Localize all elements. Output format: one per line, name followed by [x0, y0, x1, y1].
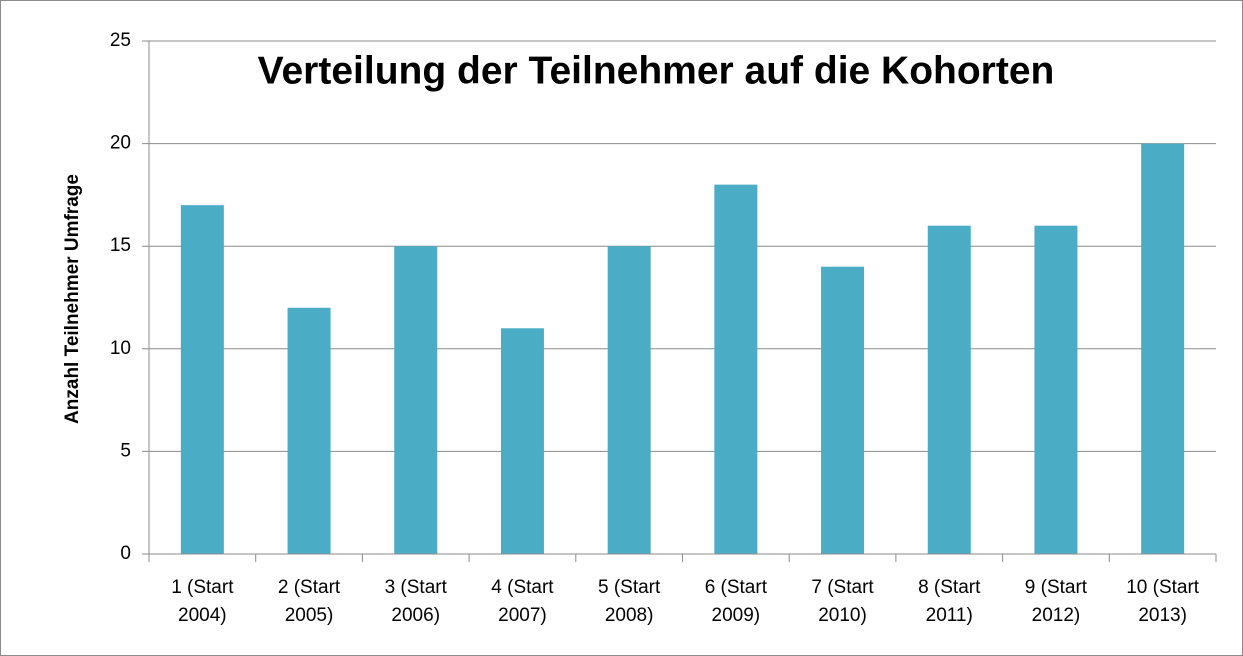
bar	[607, 246, 651, 554]
x-tick-label: 1 (Start 2004)	[171, 577, 234, 626]
bar	[1141, 143, 1185, 554]
y-axis-label: Anzahl Teilnehmer Umfrage	[62, 174, 83, 424]
x-tick-label: 6 (Start 2009)	[704, 577, 767, 626]
y-tick-label: 0	[120, 543, 131, 564]
x-tick-label: 10 (Start 2013)	[1126, 577, 1200, 626]
bar	[500, 328, 544, 554]
x-tick-label: 9 (Start 2012)	[1024, 577, 1088, 626]
bar	[821, 266, 865, 554]
x-tick-label: 4 (Start 2007)	[491, 577, 554, 626]
bar	[394, 246, 438, 554]
x-tick-label: 3 (Start 2006)	[384, 577, 447, 626]
y-tick-label: 5	[120, 440, 131, 461]
x-tick-label: 8 (Start 2011)	[918, 577, 981, 626]
y-tick-label: 10	[110, 338, 131, 359]
x-tick-label: 7 (Start 2010)	[811, 577, 874, 626]
x-tick-label: 5 (Start 2008)	[597, 577, 661, 626]
bar	[180, 205, 224, 554]
y-tick-label: 25	[110, 30, 131, 51]
chart-title: Verteilung der Teilnehmer auf die Kohort…	[258, 49, 1055, 92]
bar	[927, 225, 971, 554]
bar	[714, 184, 758, 554]
bar	[287, 307, 331, 554]
x-tick-label: 2 (Start 2005)	[277, 577, 341, 626]
y-tick-label: 20	[110, 133, 131, 154]
bar	[1034, 225, 1078, 554]
y-tick-label: 15	[110, 235, 131, 256]
